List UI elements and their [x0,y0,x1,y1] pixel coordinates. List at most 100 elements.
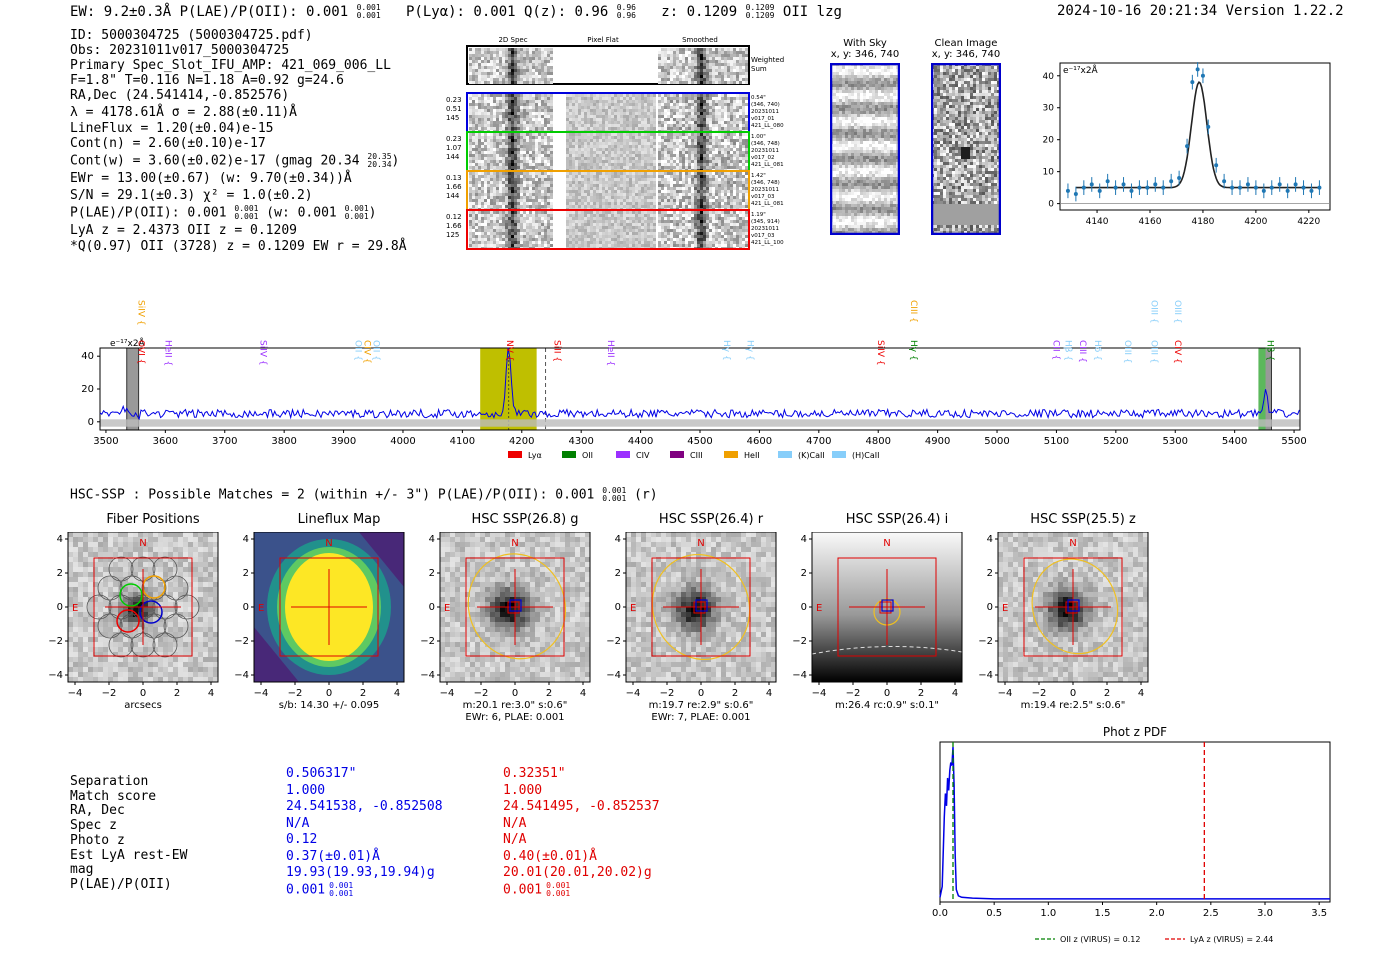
cutout-pixel [658,66,661,69]
cutout-pixel [658,72,661,75]
cutout-pixel [581,244,584,247]
cutout-pixel [664,214,667,217]
cutout-pixel [587,103,590,106]
cutout-pixel [739,184,742,187]
cutout-pixel [602,217,605,220]
cutout-pixel [653,226,656,229]
cutout-pixel [703,172,706,175]
cutout-pixel [647,235,650,238]
cutout-pixel [632,103,635,106]
cutout-pixel [535,220,538,223]
cutout-pixel [587,151,590,154]
cutout-pixel [617,121,620,124]
cutout-pixel [691,154,694,157]
cutout-pixel [644,133,647,136]
cutout-pixel [514,145,517,148]
cutout-pixel [593,238,596,241]
cutout-pixel [493,214,496,217]
cutout-pixel [673,145,676,148]
cutout-pixel [575,124,578,127]
cutout-pixel [727,151,730,154]
cutout-pixel [664,160,667,163]
cutout-pixel [487,166,490,169]
cutout-pixel [520,69,523,72]
cutout-pixel [505,187,508,190]
cutout-pixel [587,193,590,196]
cutout-pixel [611,136,614,139]
cutout-pixel [644,115,647,118]
cutout-pixel [547,136,550,139]
cutout-pixel [661,109,664,112]
cutout-pixel [469,190,472,193]
cutout-pixel [523,57,526,60]
cutout-pixel [584,184,587,187]
cutout-pixel [596,214,599,217]
cutout-pixel [682,69,685,72]
cutout-pixel [514,139,517,142]
cutout-pixel [581,97,584,100]
cutout-pixel [493,100,496,103]
cutout-pixel [730,175,733,178]
cutout-pixel [505,226,508,229]
cutout-pixel [478,139,481,142]
cutout-pixel [745,72,748,75]
cutout-pixel [712,157,715,160]
cutout-pixel [508,127,511,130]
cutout-pixel [587,229,590,232]
cutout-pixel [550,172,553,175]
cutout-pixel [629,103,632,106]
cutout-pixel [650,175,653,178]
cutout-pixel [650,232,653,235]
cutout-pixel [694,112,697,115]
cutout-pixel [544,106,547,109]
cutout-pixel [730,112,733,115]
cutout-pixel [739,157,742,160]
cutout-pixel [629,178,632,181]
cutout-pixel [520,244,523,247]
cutout-pixel [664,57,667,60]
cutout-pixel [697,184,700,187]
cutout-pixel [724,109,727,112]
cutout-pixel [608,244,611,247]
cutout-pixel [478,184,481,187]
cutout-pixel [661,72,664,75]
cutout-pixel [578,115,581,118]
cutout-pixel [529,178,532,181]
cutout-pixel [487,115,490,118]
cutout-pixel [685,172,688,175]
cutout-pixel [679,199,682,202]
cutout-pixel [493,94,496,97]
cutout-pixel [514,184,517,187]
cutout-pixel [526,217,529,220]
cutout-pixel [481,163,484,166]
cutout-pixel [578,127,581,130]
cutout-pixel [658,121,661,124]
cutout-pixel [730,100,733,103]
cutout-pixel [520,75,523,78]
cutout-pixel [620,238,623,241]
cutout-pixel [599,190,602,193]
cutout-pixel [517,66,520,69]
cutout-pixel [484,241,487,244]
cutout-pixel [614,151,617,154]
cutout-pixel [682,214,685,217]
cutout-pixel [472,145,475,148]
cutout-pixel [712,160,715,163]
cutout-pixel [617,181,620,184]
cutout-pixel [650,94,653,97]
cutout-pixel [608,223,611,226]
cutout-pixel [685,60,688,63]
cutout-pixel [593,235,596,238]
cutout-pixel [520,106,523,109]
cutout-pixel [481,229,484,232]
cutout-pixel [575,211,578,214]
cutout-pixel [697,78,700,81]
cutout-pixel [632,145,635,148]
cutout-pixel [469,121,472,124]
cutout-pixel [620,175,623,178]
cutout-pixel [602,211,605,214]
cutout-pixel [703,75,706,78]
cutout-pixel [694,184,697,187]
cutout-pixel [679,178,682,181]
cutout-pixel [682,103,685,106]
